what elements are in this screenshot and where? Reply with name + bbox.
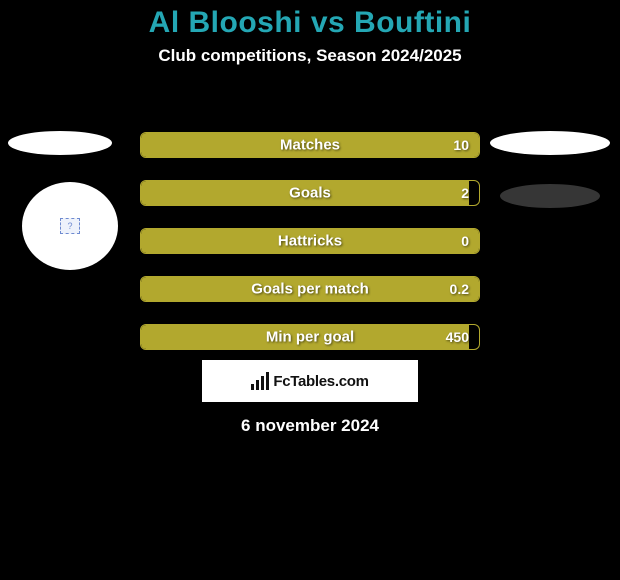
stat-row: Goals 2: [140, 180, 480, 206]
stat-label: Matches: [280, 137, 340, 154]
stat-label: Goals per match: [251, 281, 369, 298]
subtitle: Club competitions, Season 2024/2025: [0, 46, 620, 66]
stat-value: 0.2: [450, 281, 469, 297]
stat-value: 450: [446, 329, 469, 345]
stat-value: 2: [461, 185, 469, 201]
stat-row: Matches 10: [140, 132, 480, 158]
right-oval-shape: [490, 131, 610, 155]
stat-label: Hattricks: [278, 233, 342, 250]
stats-block: Matches 10 Goals 2 Hattricks 0 Goals per match…: [140, 132, 480, 372]
stat-row: Goals per match 0.2: [140, 276, 480, 302]
fctables-logo: FcTables.com: [202, 360, 418, 402]
logo-bar-icon: [251, 372, 269, 390]
stat-row: Hattricks 0: [140, 228, 480, 254]
page-title: Al Blooshi vs Bouftini: [0, 6, 620, 40]
left-oval-shape: [8, 131, 112, 155]
logo-text: FcTables.com: [273, 373, 368, 390]
date-label: 6 november 2024: [241, 416, 379, 436]
right-oval-shape-dark: [500, 184, 600, 208]
left-photo-placeholder: ?: [22, 182, 118, 270]
photo-placeholder-icon: ?: [60, 218, 80, 234]
stat-label: Min per goal: [266, 329, 354, 346]
stat-value: 0: [461, 233, 469, 249]
stat-row: Min per goal 450: [140, 324, 480, 350]
stat-label: Goals: [289, 185, 331, 202]
stat-value: 10: [453, 137, 469, 153]
